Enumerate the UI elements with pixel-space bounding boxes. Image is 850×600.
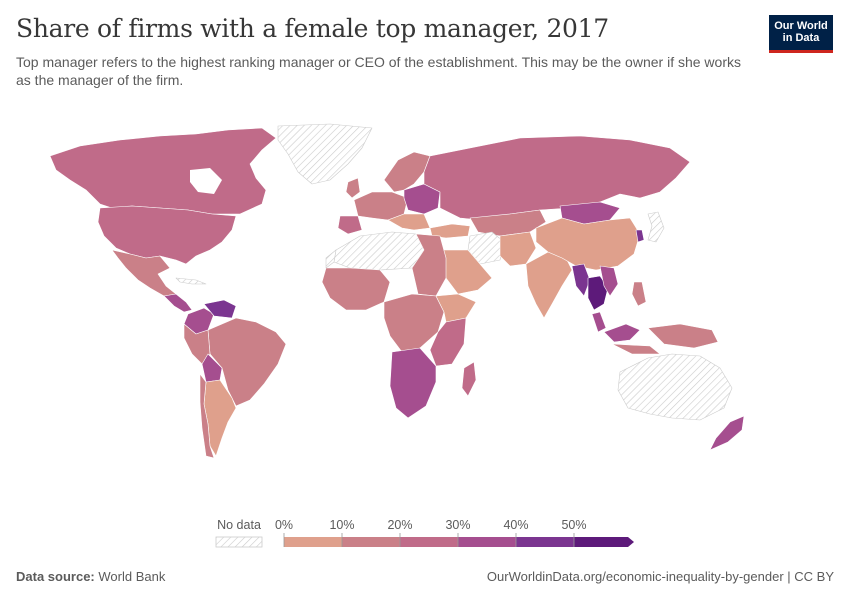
footer-url[interactable]: OurWorldinData.org/economic-inequality-b… — [486, 569, 834, 584]
canada[interactable] — [49, 127, 277, 215]
indonesia[interactable] — [603, 323, 641, 343]
central-africa[interactable] — [383, 293, 445, 353]
mexico[interactable] — [111, 249, 177, 297]
source-label: Data source: — [16, 569, 95, 584]
legend-tick-label: 20% — [387, 518, 412, 532]
afghanistan-pakistan[interactable] — [499, 231, 537, 267]
central-america[interactable] — [163, 293, 193, 313]
legend-bin-0-10%[interactable] — [284, 537, 342, 547]
world-map — [49, 123, 745, 458]
footer-source: Data source: World Bank — [16, 569, 165, 584]
chile[interactable] — [199, 373, 215, 458]
legend-bin-30-40%[interactable] — [458, 537, 516, 547]
myanmar[interactable] — [571, 263, 591, 297]
legend-no-data-label: No data — [217, 518, 261, 532]
legend-no-data-swatch[interactable] — [215, 536, 263, 548]
legend-bins — [284, 537, 634, 547]
logo-line-1: Our World — [774, 20, 828, 32]
madagascar[interactable] — [461, 361, 477, 397]
indonesia-south[interactable] — [611, 343, 661, 355]
malaysia[interactable] — [591, 311, 607, 333]
united-states[interactable] — [97, 205, 237, 265]
western-sahara[interactable] — [325, 249, 337, 269]
korea[interactable] — [635, 229, 645, 243]
owid-logo[interactable]: Our World in Data — [769, 15, 833, 53]
legend-tick-label: 0% — [275, 518, 293, 532]
legend-bin-20-30%[interactable] — [400, 537, 458, 547]
source-value: World Bank — [98, 569, 166, 584]
legend-tick-label: 10% — [329, 518, 354, 532]
logo-line-2: in Data — [782, 32, 820, 44]
uk[interactable] — [345, 177, 361, 199]
cuba[interactable] — [175, 277, 207, 285]
venezuela[interactable] — [203, 299, 237, 319]
legend-tick-label: 30% — [445, 518, 470, 532]
greenland[interactable] — [277, 123, 373, 185]
map-legend: No data 0% 10% 20% 30% 40% 50% — [210, 515, 650, 560]
legend-bin-40-50%[interactable] — [516, 537, 574, 547]
legend-tick-label: 50% — [561, 518, 586, 532]
russia[interactable] — [423, 135, 691, 221]
indonesia-east[interactable] — [647, 323, 719, 349]
iberia[interactable] — [337, 215, 363, 235]
hudson-bay — [190, 168, 222, 194]
thailand[interactable] — [587, 275, 609, 311]
north-africa[interactable] — [333, 231, 425, 271]
chart-title: Share of firms with a female top manager… — [16, 14, 609, 43]
vietnam-laos[interactable] — [599, 265, 619, 297]
india[interactable] — [525, 251, 573, 319]
australia[interactable] — [617, 353, 733, 421]
legend-svg: No data 0% 10% 20% 30% 40% 50% — [215, 518, 634, 548]
china[interactable] — [535, 217, 641, 271]
japan[interactable] — [647, 211, 665, 243]
chart-subtitle: Top manager refers to the highest rankin… — [16, 54, 741, 88]
legend-bin-50%+[interactable] — [574, 537, 634, 547]
legend-bin-10-20%[interactable] — [342, 537, 400, 547]
legend-ticks: 0% 10% 20% 30% 40% 50% — [275, 518, 587, 547]
legend-tick-label: 40% — [503, 518, 528, 532]
new-zealand[interactable] — [709, 415, 745, 451]
southern-africa[interactable] — [389, 347, 437, 419]
east-africa[interactable] — [429, 317, 467, 367]
west-africa[interactable] — [321, 267, 391, 311]
philippines[interactable] — [631, 281, 647, 307]
saudi-arabia[interactable] — [439, 249, 493, 295]
